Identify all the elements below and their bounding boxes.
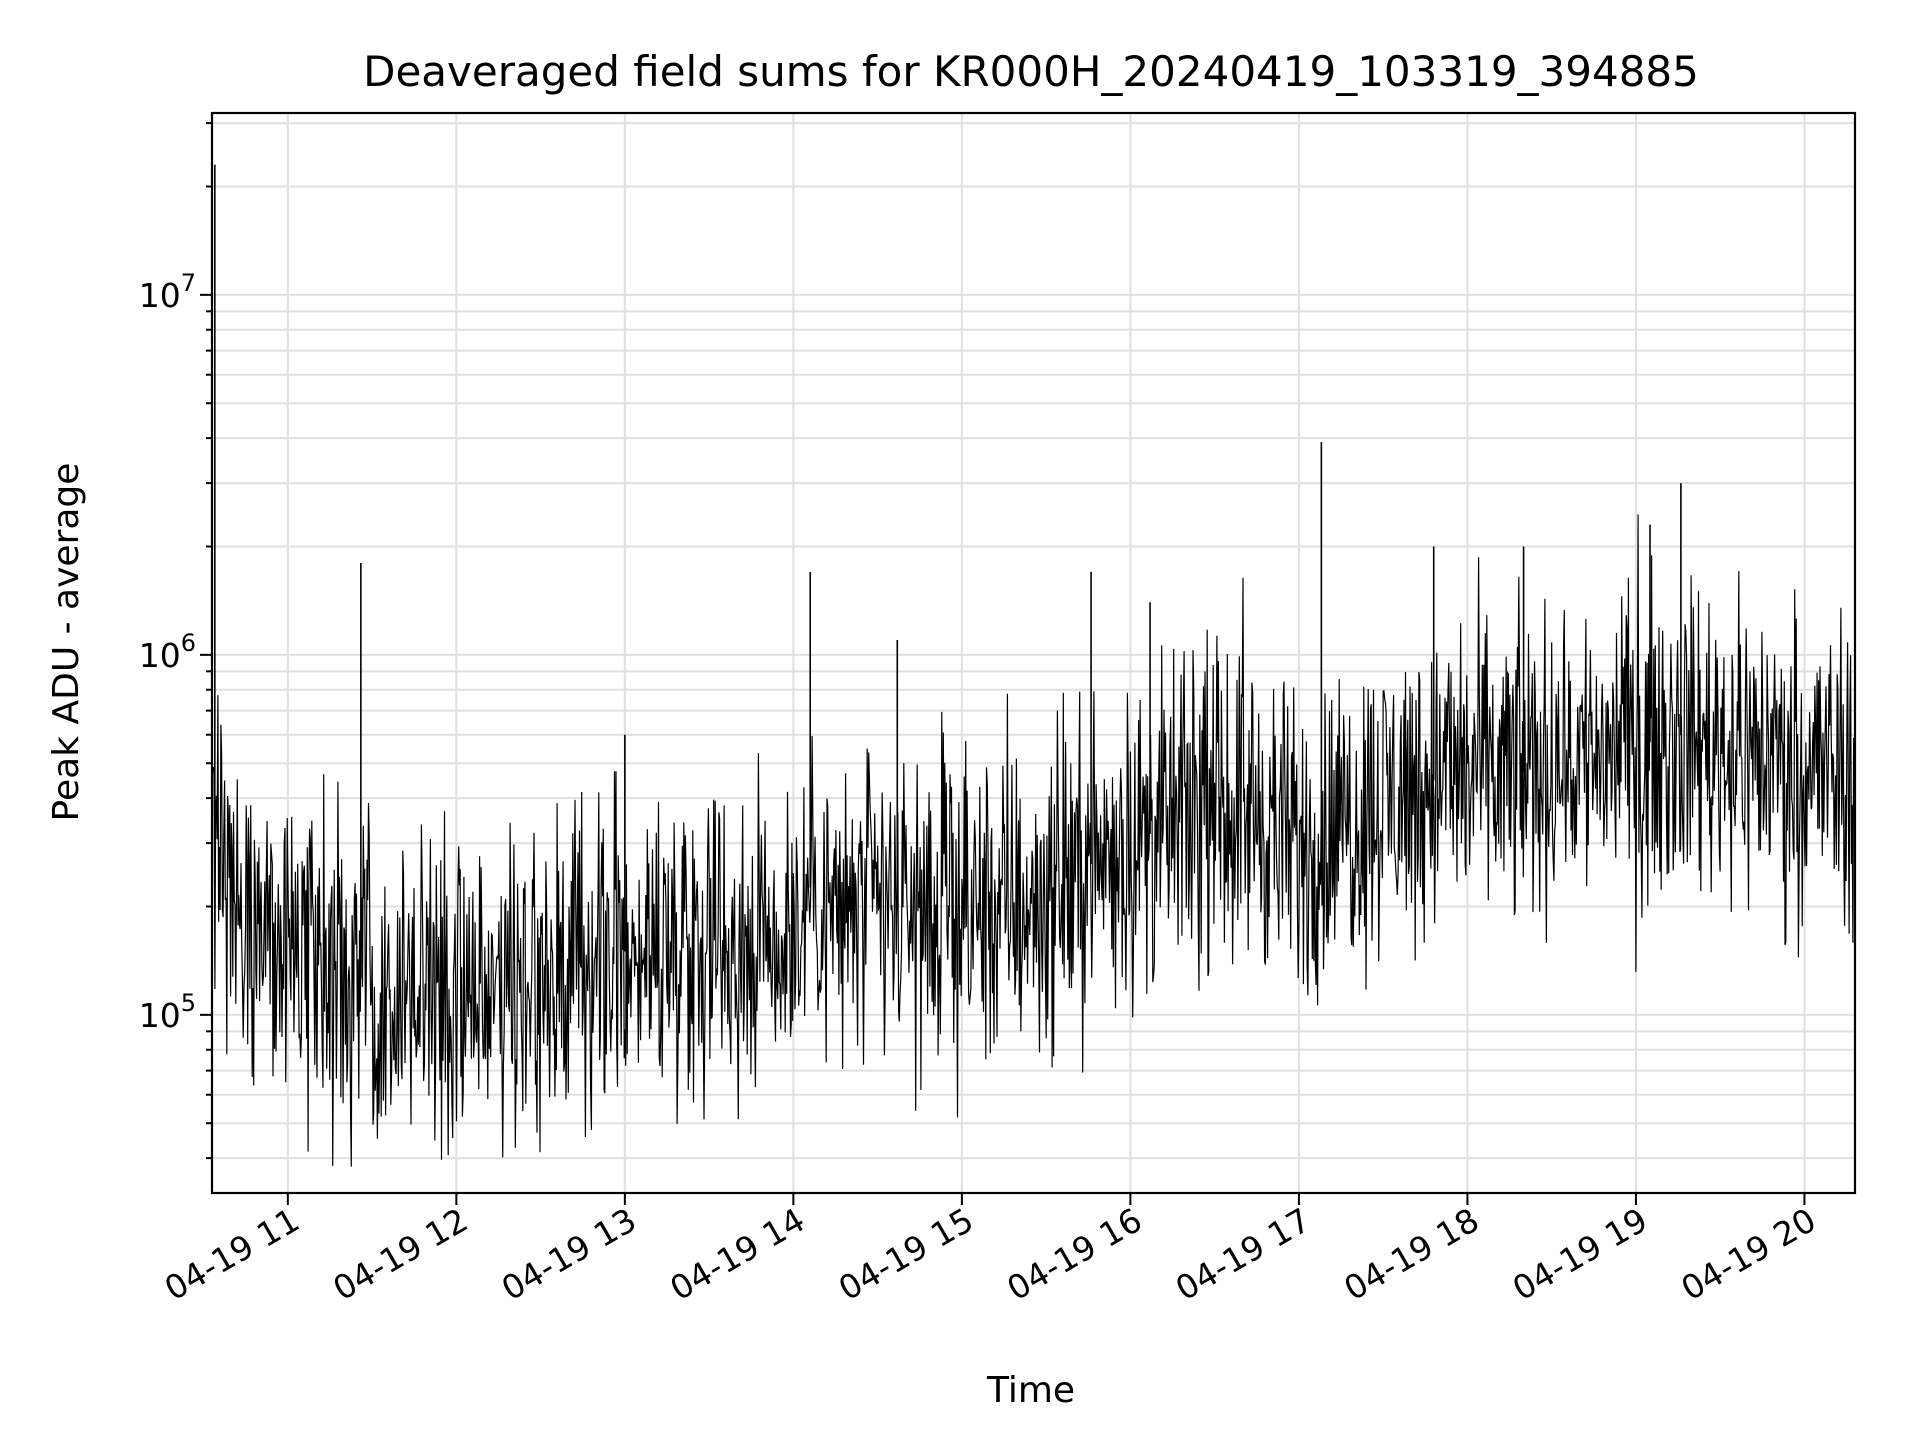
chart-title: Deaveraged field sums for KR000H_2024041… bbox=[363, 47, 1699, 96]
y-tick-label: 107 bbox=[139, 269, 196, 315]
plot-frame bbox=[210, 111, 1857, 1195]
data-line bbox=[212, 514, 1855, 1167]
x-axis-label: Time bbox=[986, 1370, 1075, 1411]
data-trace bbox=[212, 164, 1855, 1167]
y-tick-label: 106 bbox=[139, 629, 196, 675]
y-axis-label: Peak ADU - average bbox=[46, 463, 87, 822]
grid bbox=[212, 113, 1855, 1193]
y-tick-label: 105 bbox=[139, 989, 196, 1035]
